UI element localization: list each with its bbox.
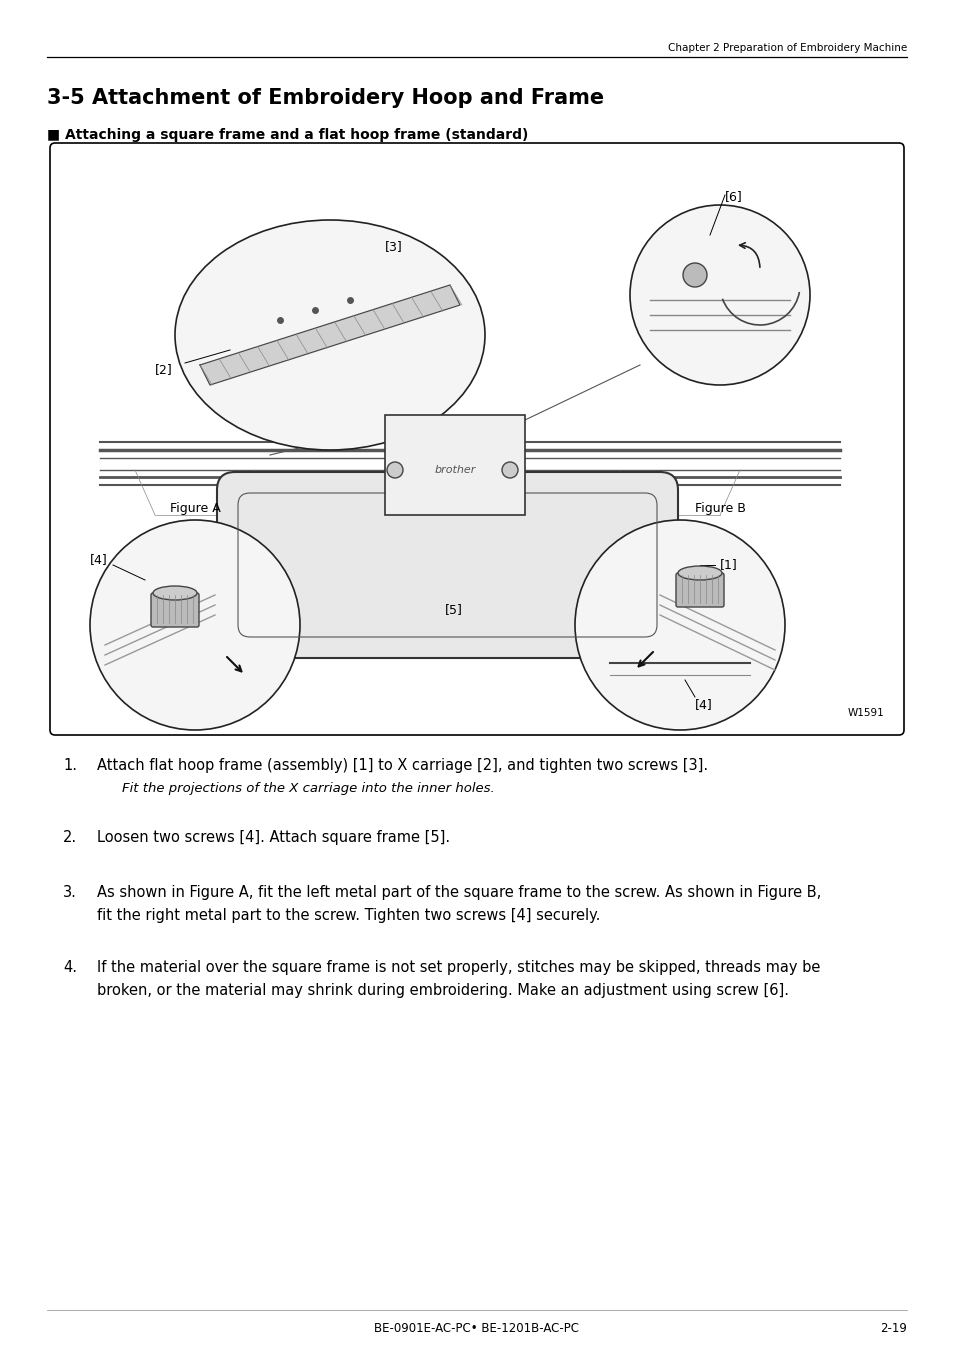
Text: 2.: 2. [63, 830, 77, 844]
Polygon shape [200, 285, 459, 385]
Text: BE-0901E-AC-PC• BE-1201B-AC-PC: BE-0901E-AC-PC• BE-1201B-AC-PC [375, 1323, 578, 1335]
Text: [6]: [6] [724, 190, 742, 203]
Text: ■ Attaching a square frame and a flat hoop frame (standard): ■ Attaching a square frame and a flat ho… [47, 128, 528, 142]
Text: [1]: [1] [720, 558, 737, 571]
Text: [2]: [2] [154, 363, 172, 377]
Text: Figure B: Figure B [694, 503, 744, 515]
Text: Figure A: Figure A [170, 503, 220, 515]
FancyBboxPatch shape [216, 471, 678, 658]
Text: Chapter 2 Preparation of Embroidery Machine: Chapter 2 Preparation of Embroidery Mach… [667, 43, 906, 53]
FancyBboxPatch shape [151, 593, 199, 627]
Text: [3]: [3] [385, 240, 402, 253]
Text: 4.: 4. [63, 961, 77, 975]
Ellipse shape [174, 220, 484, 450]
Text: 3-5 Attachment of Embroidery Hoop and Frame: 3-5 Attachment of Embroidery Hoop and Fr… [47, 88, 603, 108]
Text: If the material over the square frame is not set properly, stitches may be skipp: If the material over the square frame is… [97, 961, 820, 975]
Text: fit the right metal part to the screw. Tighten two screws [4] securely.: fit the right metal part to the screw. T… [97, 908, 599, 923]
Text: broken, or the material may shrink during embroidering. Make an adjustment using: broken, or the material may shrink durin… [97, 984, 788, 998]
FancyBboxPatch shape [676, 573, 723, 607]
Text: Fit the projections of the X carriage into the inner holes.: Fit the projections of the X carriage in… [122, 782, 495, 794]
Circle shape [387, 462, 402, 478]
FancyBboxPatch shape [50, 143, 903, 735]
Text: [5]: [5] [444, 604, 462, 616]
Bar [385, 415, 524, 515]
Text: As shown in Figure A, fit the left metal part of the square frame to the screw. : As shown in Figure A, fit the left metal… [97, 885, 821, 900]
Ellipse shape [152, 586, 196, 600]
Text: brother: brother [434, 465, 476, 476]
Text: 3.: 3. [63, 885, 77, 900]
Text: [4]: [4] [695, 698, 712, 712]
Text: 2-19: 2-19 [880, 1323, 906, 1335]
Text: [4]: [4] [90, 554, 108, 566]
Circle shape [501, 462, 517, 478]
Text: 1.: 1. [63, 758, 77, 773]
Ellipse shape [678, 566, 721, 580]
Circle shape [90, 520, 299, 730]
Text: Loosen two screws [4]. Attach square frame [5].: Loosen two screws [4]. Attach square fra… [97, 830, 450, 844]
Circle shape [629, 205, 809, 385]
Text: Attach flat hoop frame (assembly) [1] to X carriage [2], and tighten two screws : Attach flat hoop frame (assembly) [1] to… [97, 758, 707, 773]
Circle shape [575, 520, 784, 730]
Circle shape [682, 263, 706, 286]
Text: W1591: W1591 [846, 708, 883, 717]
